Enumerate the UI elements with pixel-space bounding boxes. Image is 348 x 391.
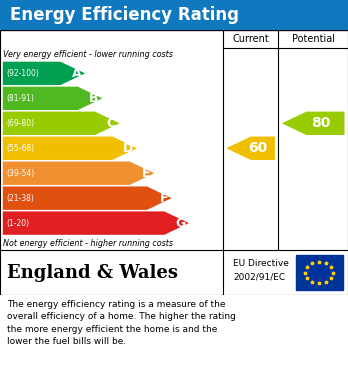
Text: C: C (107, 117, 116, 130)
Text: G: G (175, 217, 185, 230)
Text: 60: 60 (248, 141, 268, 155)
Text: Not energy efficient - higher running costs: Not energy efficient - higher running co… (3, 239, 173, 248)
Polygon shape (282, 111, 345, 135)
Text: England & Wales: England & Wales (7, 264, 178, 282)
Text: A: A (72, 67, 81, 80)
Text: The energy efficiency rating is a measure of the
overall efficiency of a home. T: The energy efficiency rating is a measur… (7, 300, 236, 346)
Polygon shape (3, 62, 85, 85)
Text: F: F (159, 192, 168, 204)
Polygon shape (3, 87, 102, 110)
Text: Potential: Potential (292, 34, 335, 44)
Text: D: D (123, 142, 133, 155)
Text: (69-80): (69-80) (6, 119, 34, 128)
Text: E: E (142, 167, 151, 180)
Text: Energy Efficiency Rating: Energy Efficiency Rating (10, 6, 239, 24)
Polygon shape (3, 111, 120, 135)
Text: Very energy efficient - lower running costs: Very energy efficient - lower running co… (3, 50, 173, 59)
Polygon shape (3, 212, 189, 235)
Text: (81-91): (81-91) (6, 94, 34, 103)
Text: EU Directive
2002/91/EC: EU Directive 2002/91/EC (233, 260, 289, 281)
Polygon shape (3, 136, 137, 160)
Bar (296, 255, 343, 290)
Text: (55-68): (55-68) (6, 144, 34, 153)
Text: 80: 80 (311, 116, 330, 130)
Text: B: B (89, 92, 99, 105)
Polygon shape (226, 136, 275, 160)
Text: (21-38): (21-38) (6, 194, 34, 203)
Text: (92-100): (92-100) (6, 69, 39, 78)
Text: Current: Current (232, 34, 269, 44)
Text: (1-20): (1-20) (6, 219, 29, 228)
Polygon shape (3, 187, 172, 210)
Polygon shape (3, 161, 154, 185)
Text: (39-54): (39-54) (6, 169, 34, 178)
